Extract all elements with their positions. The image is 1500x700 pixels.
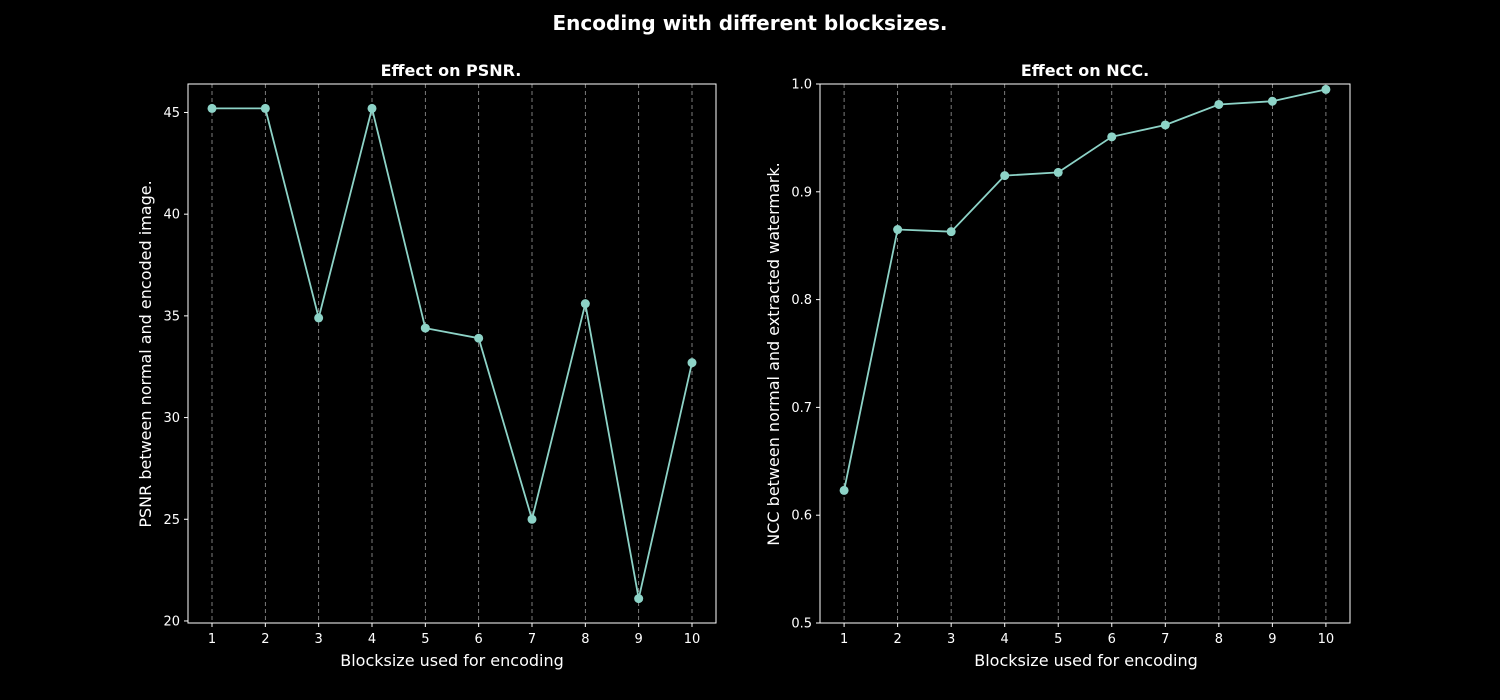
- psnr-x-tick-label: 2: [261, 632, 269, 647]
- psnr-data-point: [420, 323, 430, 333]
- ncc-x-gridlines: [843, 84, 1327, 623]
- psnr-x-gridlines: [211, 84, 693, 623]
- psnr-data-point: [367, 103, 377, 113]
- psnr-data-point: [634, 594, 644, 604]
- ncc-data-point: [1000, 171, 1010, 181]
- ncc-y-tick-label: 0.6: [791, 509, 812, 524]
- ncc-chart: Effect on NCC. 1 2 3 4 5 6 7 8 9 10 0.5 0.6 0.7 0.8 0.…: [764, 61, 1351, 670]
- psnr-x-tick-label: 4: [368, 632, 376, 647]
- ncc-y-tick-label: 1.0: [791, 78, 812, 93]
- ncc-x-tick-label: 9: [1268, 632, 1276, 647]
- ncc-x-tick-label: 10: [1318, 632, 1335, 647]
- psnr-y-tick-label: 45: [163, 106, 180, 121]
- ncc-series-line: [843, 88, 1327, 491]
- ncc-x-tick-label: 3: [947, 632, 955, 647]
- psnr-data-point: [527, 514, 537, 524]
- psnr-x-tick-label: 10: [684, 632, 701, 647]
- ncc-chart-title: Effect on NCC.: [1021, 61, 1149, 80]
- ncc-data-point: [1321, 84, 1331, 94]
- psnr-x-tick-label: 9: [635, 632, 643, 647]
- ncc-x-tick-label: 8: [1215, 632, 1223, 647]
- psnr-data-point: [314, 313, 324, 323]
- figure-suptitle: Encoding with different blocksizes.: [553, 11, 948, 35]
- psnr-y-tick-label: 30: [163, 411, 180, 426]
- psnr-data-point: [580, 299, 590, 309]
- ncc-data-point: [893, 225, 903, 235]
- ncc-x-tick-label: 5: [1054, 632, 1062, 647]
- ncc-data-point: [1160, 120, 1170, 130]
- psnr-y-tick-label: 35: [163, 309, 180, 324]
- ncc-series-markers: [839, 84, 1331, 495]
- ncc-data-point: [1267, 96, 1277, 106]
- psnr-data-point: [687, 358, 697, 368]
- psnr-y-tick-label: 20: [163, 614, 180, 629]
- psnr-x-tick-label: 8: [581, 632, 589, 647]
- ncc-y-tick-label: 0.7: [791, 401, 812, 416]
- ncc-x-tick-label: 7: [1161, 632, 1169, 647]
- psnr-x-tick-label: 5: [421, 632, 429, 647]
- psnr-data-point: [474, 333, 484, 343]
- ncc-x-tick-label: 4: [1001, 632, 1009, 647]
- psnr-x-tick-label: 6: [475, 632, 483, 647]
- psnr-data-point: [260, 103, 270, 113]
- ncc-data-point: [1214, 99, 1224, 109]
- ncc-y-tick-label: 0.9: [791, 185, 812, 200]
- ncc-data-point: [839, 485, 849, 495]
- psnr-x-tick-label: 3: [315, 632, 323, 647]
- psnr-x-tick-label: 1: [208, 632, 216, 647]
- ncc-data-point: [946, 227, 956, 237]
- ncc-data-point: [1053, 167, 1063, 177]
- ncc-plot-frame: [819, 83, 1351, 624]
- psnr-plot-frame: [187, 83, 717, 624]
- ncc-x-tick-label: 6: [1108, 632, 1116, 647]
- psnr-chart-title: Effect on PSNR.: [381, 61, 522, 80]
- psnr-y-tick-label: 40: [163, 208, 180, 223]
- psnr-y-axis-label: PSNR between normal and encoded image.: [136, 180, 155, 527]
- ncc-y-axis-label: NCC between normal and extracted waterma…: [764, 162, 783, 545]
- ncc-x-tick-label: 1: [840, 632, 848, 647]
- ncc-y-tick-label: 0.8: [791, 293, 812, 308]
- ncc-axis-ticks: 1 2 3 4 5 6 7 8 9 10 0.5 0.6 0.7 0.8 0.9 1.0: [791, 78, 1334, 648]
- ncc-y-tick-label: 0.5: [791, 617, 812, 632]
- psnr-series-markers: [207, 103, 697, 604]
- ncc-x-axis-label: Blocksize used for encoding: [974, 651, 1198, 670]
- psnr-y-tick-label: 25: [163, 513, 180, 528]
- ncc-data-point: [1107, 132, 1117, 142]
- ncc-x-tick-label: 2: [893, 632, 901, 647]
- psnr-x-tick-label: 7: [528, 632, 536, 647]
- psnr-data-point: [207, 103, 217, 113]
- psnr-series-line: [212, 107, 693, 599]
- psnr-chart: Effect on PSNR. 1 2 3 4 5 6 7 8 9 10202530354045 …: [136, 61, 717, 670]
- psnr-x-axis-label: Blocksize used for encoding: [340, 651, 564, 670]
